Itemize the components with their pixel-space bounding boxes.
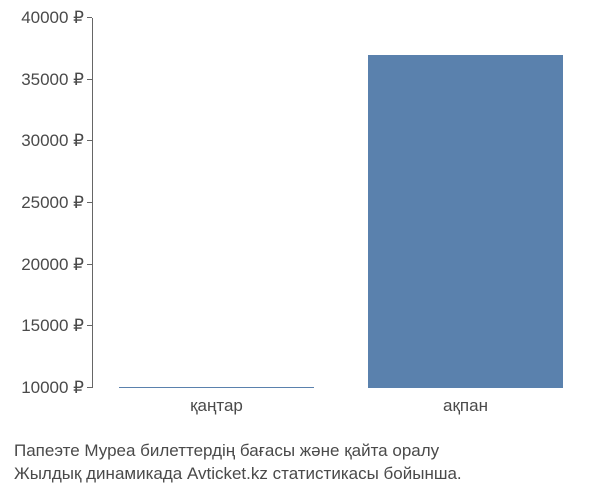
- y-axis-line: [92, 18, 93, 388]
- y-tick-label: 20000 ₽: [21, 255, 92, 275]
- y-tick-label: 15000 ₽: [21, 316, 92, 336]
- y-tick-mark: [87, 140, 92, 141]
- caption-line-1: Папеэте Муреа билеттердің бағасы және қа…: [14, 440, 462, 463]
- chart-caption: Папеэте Муреа билеттердің бағасы және қа…: [14, 440, 462, 486]
- y-tick-mark: [87, 264, 92, 265]
- y-tick-mark: [87, 387, 92, 388]
- y-tick-label: 10000 ₽: [21, 378, 92, 398]
- bar: [368, 55, 562, 388]
- y-tick-label: 25000 ₽: [21, 193, 92, 213]
- y-tick-label: 30000 ₽: [21, 131, 92, 151]
- caption-line-2: Жылдық динамикада Avticket.kz статистика…: [14, 463, 462, 486]
- plot-area: 10000 ₽15000 ₽20000 ₽25000 ₽30000 ₽35000…: [92, 18, 590, 388]
- y-tick-mark: [87, 79, 92, 80]
- x-tick-label: ақпан: [443, 388, 488, 416]
- y-tick-mark: [87, 325, 92, 326]
- y-tick-label: 40000 ₽: [21, 8, 92, 28]
- chart-container: 10000 ₽ 15000 ₽ 20000 ₽ 25000 ₽ 30000 ₽ 35000…: [0, 0, 600, 500]
- x-tick-label: қаңтар: [190, 388, 243, 416]
- y-tick-label: 35000 ₽: [21, 70, 92, 90]
- y-tick-mark: [87, 17, 92, 18]
- y-tick-mark: [87, 202, 92, 203]
